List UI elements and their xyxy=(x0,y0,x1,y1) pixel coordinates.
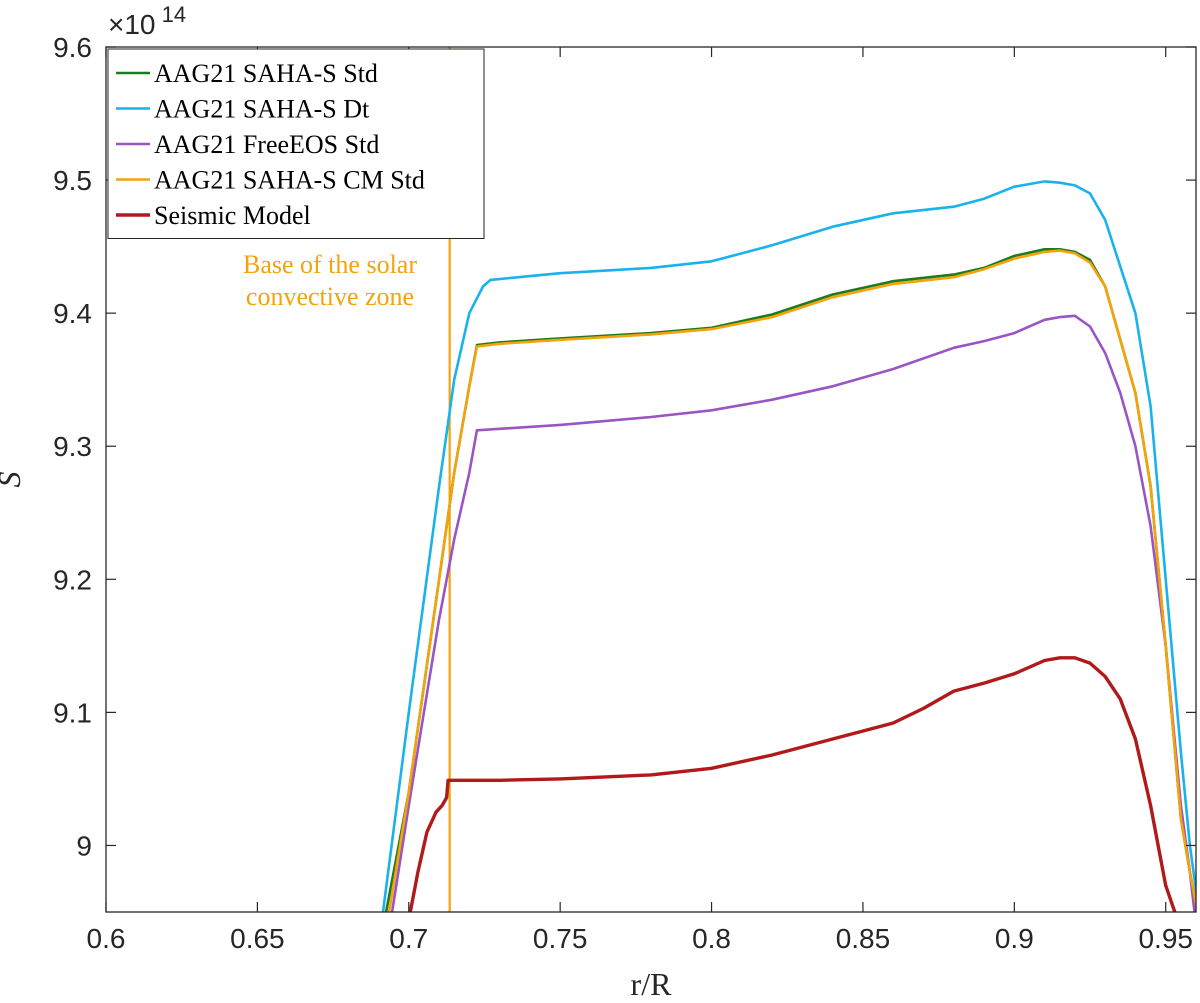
y-tick-label: 9 xyxy=(76,830,92,861)
annotation-line: convective zone xyxy=(246,282,414,311)
x-tick-label: 0.6 xyxy=(87,923,126,954)
y-axis-label: S xyxy=(0,472,27,488)
series-line-aag21-freeeos-std xyxy=(390,314,1196,912)
legend-box xyxy=(107,48,485,239)
x-tick-label: 0.75 xyxy=(533,923,588,954)
series-line-aag21-saha-s-std xyxy=(384,248,1196,912)
series-line-seismic-model xyxy=(408,656,1177,912)
legend-entry-label: AAG21 FreeEOS Std xyxy=(154,130,379,159)
legend-entry-label: AAG21 SAHA-S Dt xyxy=(154,95,370,124)
x-tick-label: 0.9 xyxy=(995,923,1034,954)
x-tick-label: 0.7 xyxy=(389,923,428,954)
series-layer xyxy=(381,47,1196,912)
y-scale-exponent: ×10 14 xyxy=(108,2,186,40)
x-tick-label: 0.65 xyxy=(230,923,285,954)
y-tick-label: 9.6 xyxy=(53,32,92,63)
y-tick-label: 9.1 xyxy=(53,697,92,728)
y-scale-multiplier: ×10 xyxy=(108,9,156,40)
x-tick-label: 0.8 xyxy=(692,923,731,954)
plot-frame xyxy=(105,46,1197,913)
x-axis-label: r/R xyxy=(631,966,673,1002)
legend-entry-label: Seismic Model xyxy=(154,201,311,230)
x-tick-label: 0.85 xyxy=(836,923,891,954)
legend-entry-label: AAG21 SAHA-S Std xyxy=(154,59,378,88)
legend: AAG21 SAHA-S Std AAG21 SAHA-S Dt AAG21 Fre… xyxy=(107,48,485,239)
y-tick-label: 9.2 xyxy=(53,564,92,595)
annotation-layer: Base of the solar convective zone xyxy=(243,250,417,311)
annotation-line: Base of the solar xyxy=(243,250,417,279)
y-tick-label: 9.3 xyxy=(53,431,92,462)
x-tick-label: 0.95 xyxy=(1138,923,1193,954)
y-scale-power: 14 xyxy=(156,2,187,27)
y-tick-label: 9.4 xyxy=(53,298,92,329)
y-tick-label: 9.5 xyxy=(53,165,92,196)
series-line-aag21-saha-s-cm-std xyxy=(387,249,1196,912)
series-line-aag21-saha-s-dt xyxy=(381,180,1196,912)
legend-entry-label: AAG21 SAHA-S CM Std xyxy=(154,166,425,195)
